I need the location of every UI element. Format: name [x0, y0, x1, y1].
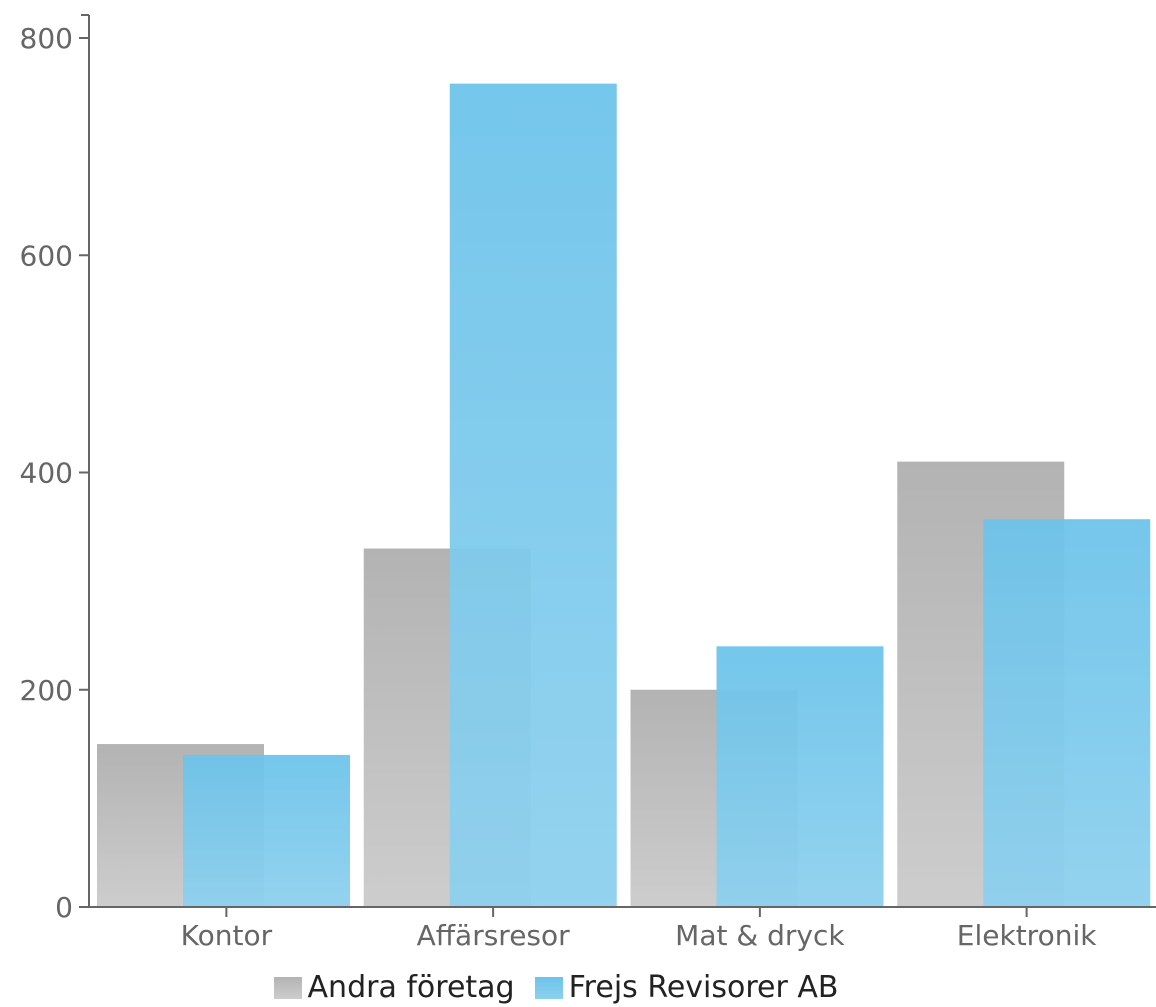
y-tick-label: 200 [20, 674, 73, 707]
legend-item-frejs-revisorer[interactable]: Frejs Revisorer AB [534, 970, 839, 1005]
legend-label: Frejs Revisorer AB [568, 970, 839, 1005]
x-tick-label: Elektronik [957, 919, 1097, 952]
legend-swatch-blue [534, 976, 563, 999]
bar-frejs-revisorer-3[interactable] [983, 519, 1151, 907]
legend-item-andra-foretag[interactable]: Andra företag [273, 970, 515, 1005]
legend-label: Andra företag [307, 970, 515, 1005]
legend-swatch-gray [273, 976, 302, 999]
chart-legend: Andra företag Frejs Revisorer AB [0, 970, 1134, 1005]
x-tick-label: Kontor [181, 919, 273, 952]
x-tick-label: Affärsresor [417, 919, 571, 952]
y-tick-label: 800 [20, 22, 73, 55]
y-tick-label: 0 [55, 891, 73, 924]
bar-frejs-revisorer-0[interactable] [183, 754, 350, 907]
x-tick-label: Mat & dryck [675, 919, 845, 952]
y-tick-label: 600 [20, 239, 73, 272]
axes-layer: 0 200 400 600 800 Kontor Affärsresor Mat & dryc… [20, 14, 1156, 952]
bars-layer [97, 83, 1151, 907]
bar-frejs-revisorer-1[interactable] [449, 83, 617, 907]
y-tick-label: 400 [20, 457, 73, 490]
bar-frejs-revisorer-2[interactable] [716, 646, 884, 907]
